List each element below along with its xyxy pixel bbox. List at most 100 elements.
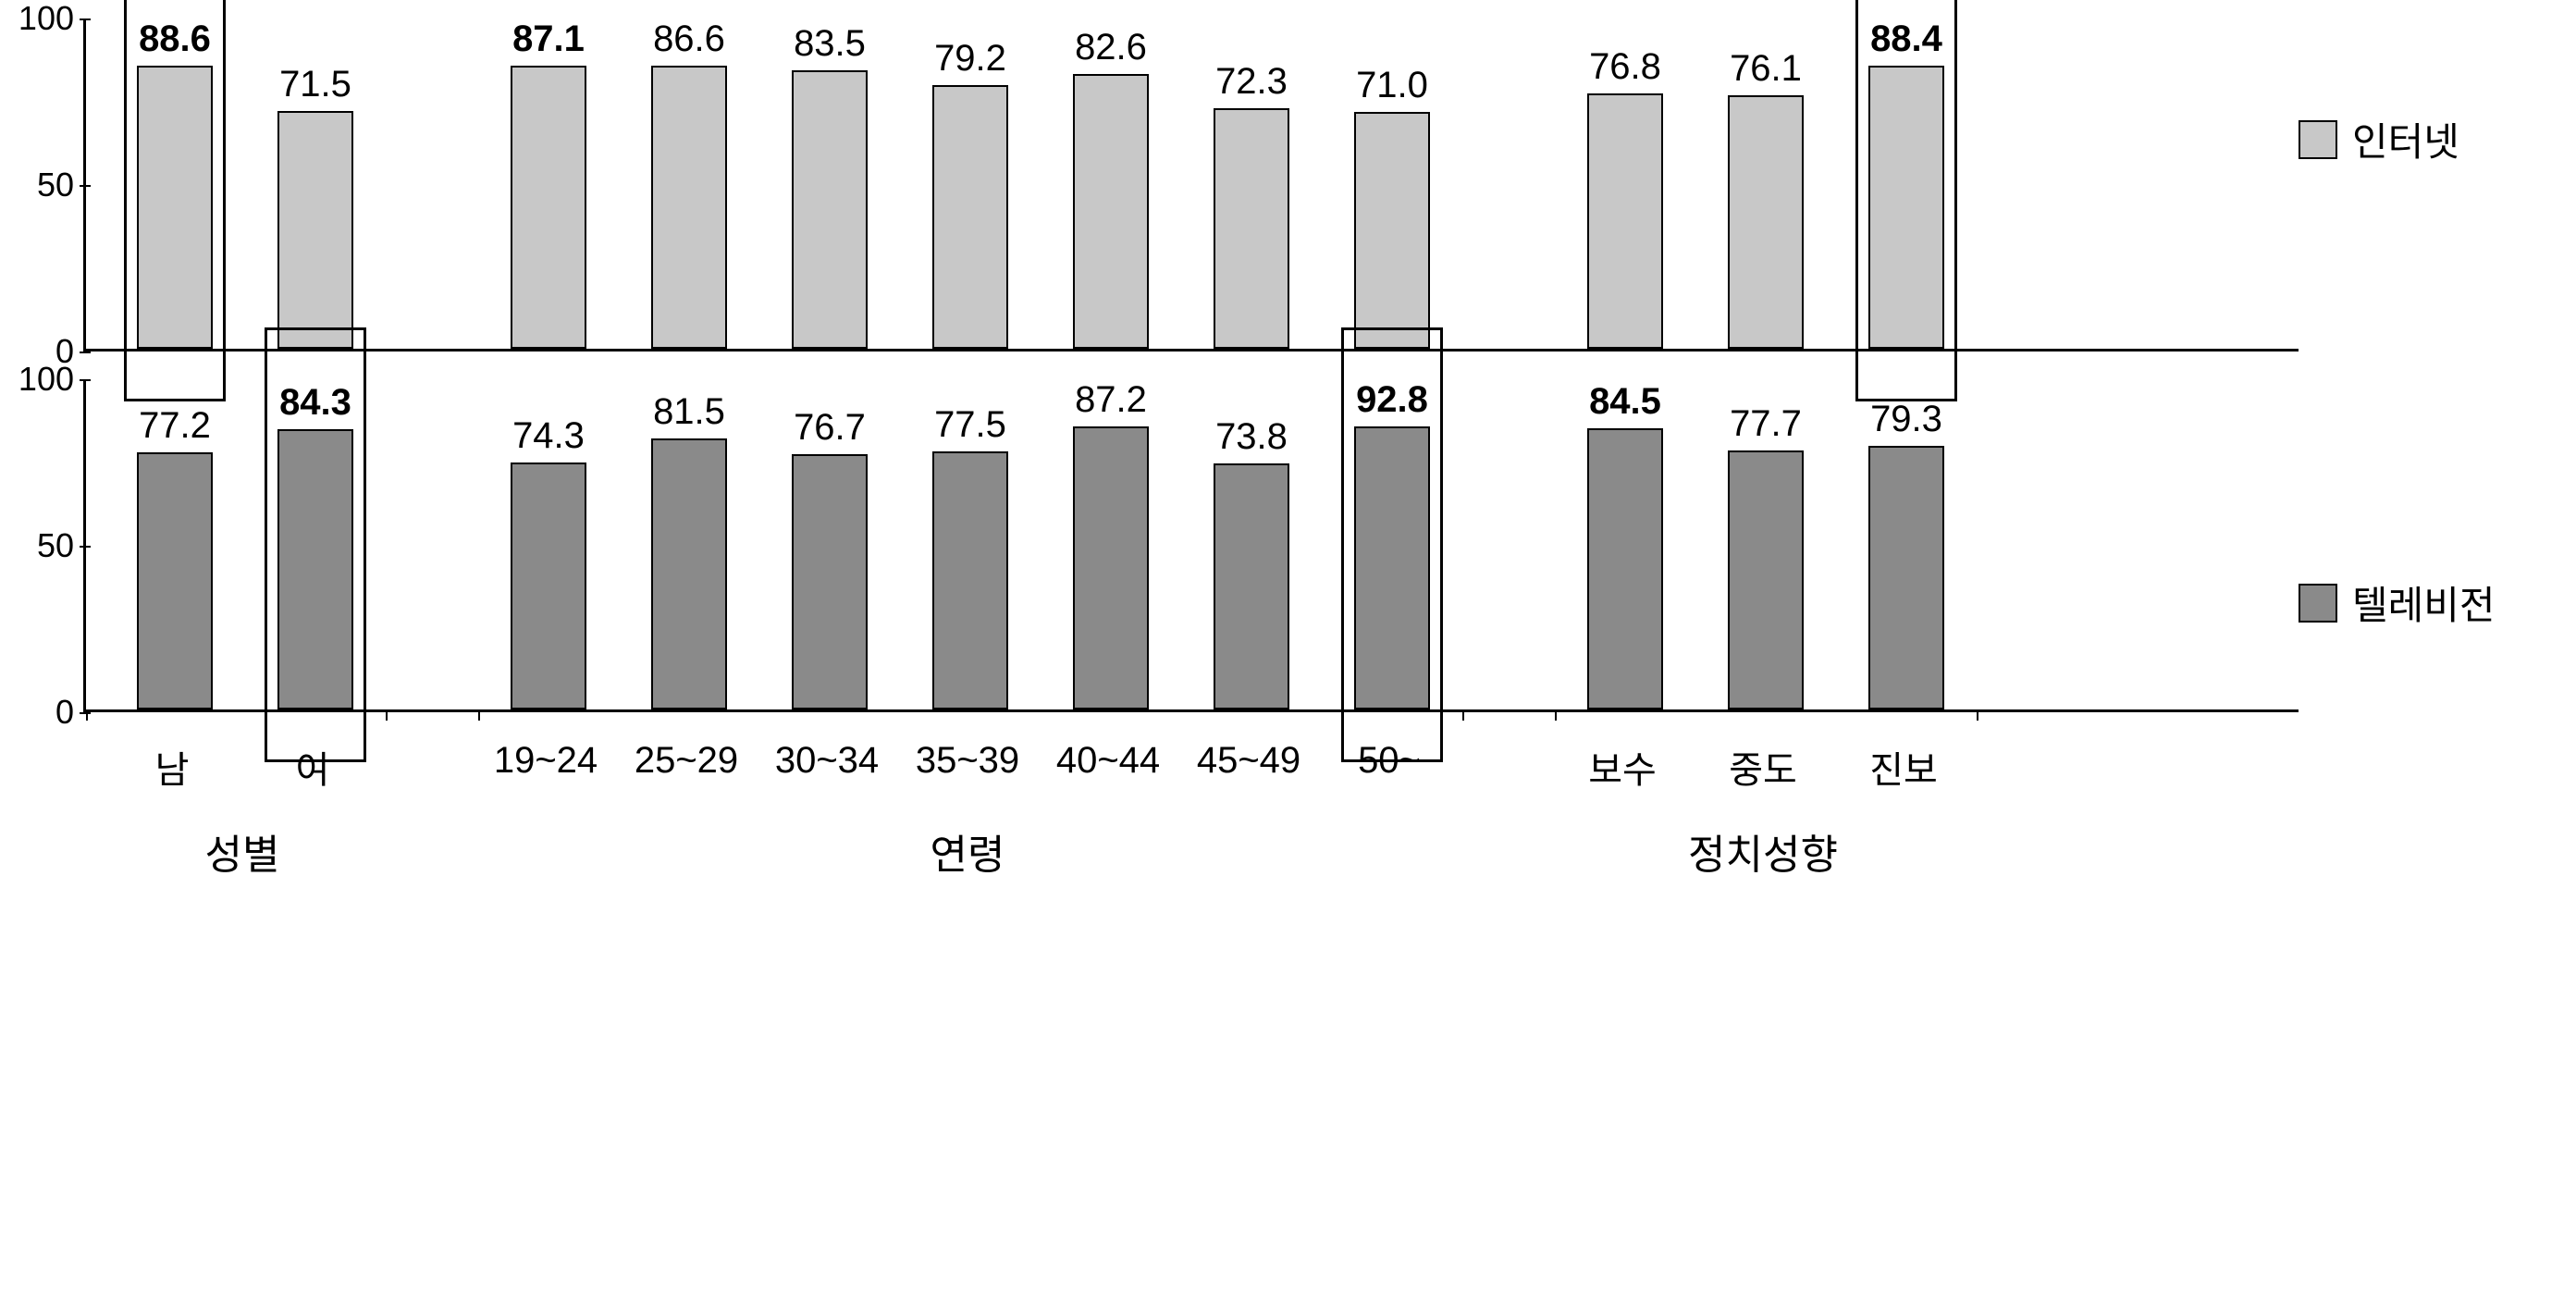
bar [1354,426,1430,709]
plot-area: 77.2 84.3 74.3 81.5 76.7 77.5 87.2 73.8 92.8 84.5… [83,379,2299,712]
bar-value: 71.5 [279,64,351,105]
legend-item: 텔레비전 [2299,574,2558,631]
bar-group: 88.6 71.5 [105,18,386,349]
bar-slot: 76.8 [1555,18,1695,349]
bar-value: 88.6 [139,18,211,60]
bar [651,438,727,709]
bar-value: 77.5 [934,404,1006,446]
bar [1073,74,1149,349]
x-tick [1555,709,1557,721]
bar-value: 87.2 [1075,379,1147,421]
bar-value: 74.3 [512,415,585,457]
bar-slot: 87.1 [478,18,619,349]
group-label: 연령 [475,821,1460,881]
bar-value: 73.8 [1215,416,1288,458]
x-label: 45~49 [1178,740,1319,794]
x-tick [86,709,88,721]
bar [932,85,1008,349]
bar-slot: 88.4 [1836,18,1977,349]
bar-group: 77.2 84.3 [105,379,386,709]
x-label: 진보 [1833,740,1974,794]
x-label: 중도 [1693,740,1833,794]
bar-slot: 72.3 [1181,18,1322,349]
bar-value: 84.3 [279,382,351,424]
x-label: 여 [242,740,383,794]
bar [651,66,727,349]
bar-slot: 84.3 [245,379,386,709]
chart-container: 05010088.671.587.186.683.579.282.672.371… [18,18,2558,881]
x-label: 보수 [1552,740,1693,794]
bar-value: 86.6 [653,18,725,60]
bar [137,66,213,349]
bar-slot: 88.6 [105,18,245,349]
bar-value: 88.4 [1870,18,1942,60]
x-tick [1462,709,1464,721]
bar-slot: 77.7 [1695,379,1836,709]
bar-slot: 74.3 [478,379,619,709]
bar [137,452,213,709]
chart-row-1: 05010077.284.374.381.576.777.587.273.892… [18,379,2299,712]
bar-slot: 71.5 [245,18,386,349]
bar [1214,463,1289,709]
bar-slot: 76.1 [1695,18,1836,349]
bar [932,451,1008,709]
y-tick-label: 0 [55,693,74,732]
bar-slot: 92.8 [1322,379,1462,709]
x-label: 남 [102,740,242,794]
y-tick-mark [80,352,91,353]
bar-slot: 84.5 [1555,379,1695,709]
y-tick-label: 50 [37,166,74,204]
bars-wrapper: 77.2 84.3 74.3 81.5 76.7 77.5 87.2 73.8 92.8 84.5… [86,379,2299,709]
bar-slot: 71.0 [1322,18,1462,349]
y-axis: 050100 [18,18,83,352]
bar-slot: 81.5 [619,379,759,709]
bar-value: 71.0 [1356,65,1428,106]
group-gap [383,740,475,794]
bar [792,454,868,709]
bar-group: 76.8 76.1 88.4 [1555,18,1977,349]
legend-swatch [2299,120,2337,159]
bar-slot: 77.5 [900,379,1041,709]
bar-value: 84.5 [1589,381,1661,423]
bar [511,66,586,349]
bar [1214,108,1289,349]
bar-value: 83.5 [794,23,866,65]
bar [1868,66,1944,349]
legend-swatch [2299,584,2337,623]
y-tick-label: 50 [37,526,74,565]
bar-value: 76.7 [794,407,866,449]
bar-value: 77.2 [139,405,211,447]
x-tick [1977,709,1978,721]
bar-group: 87.186.683.579.282.672.371.0 [478,18,1462,349]
bar-value: 79.3 [1870,399,1942,440]
bar [511,462,586,709]
bar-value: 72.3 [1215,61,1288,103]
x-axis-labels: 남여19~2425~2930~3435~3940~4445~4950~보수중도진… [83,740,2299,794]
x-label: 25~29 [616,740,757,794]
legend-item: 인터넷 [2299,111,2558,167]
bar-value: 76.1 [1730,48,1802,90]
x-label: 30~34 [757,740,897,794]
bar-slot: 83.5 [759,18,900,349]
bar [1868,446,1944,709]
y-tick-label: 100 [18,360,74,399]
bar [1728,95,1804,349]
x-label: 35~39 [897,740,1038,794]
group-gap [1460,821,1552,881]
legend-text: 텔레비전 [2352,574,2496,631]
x-label: 50~ [1319,740,1460,794]
y-tick-label: 100 [18,0,74,38]
bar-group: 74.3 81.5 76.7 77.5 87.2 73.8 92.8 [478,379,1462,709]
bar-value: 92.8 [1356,379,1428,421]
group-label: 성별 [102,821,383,881]
x-tick [386,709,388,721]
bar-value: 77.7 [1730,403,1802,445]
charts-area: 05010088.671.587.186.683.579.282.672.371… [18,18,2299,881]
bar [1728,450,1804,709]
bar [1073,426,1149,709]
bar [1587,93,1663,349]
bar-value: 76.8 [1589,46,1661,88]
plot-area: 88.671.587.186.683.579.282.672.371.076.8… [83,18,2299,352]
bar [1354,112,1430,349]
bar-slot: 87.2 [1041,379,1181,709]
